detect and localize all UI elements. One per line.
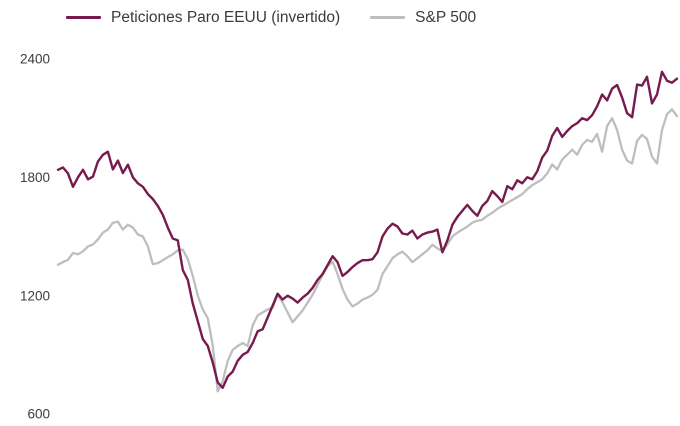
y-axis-tick-label: 1200 [20, 288, 50, 303]
y-axis-tick-label: 1800 [20, 170, 50, 185]
legend-line-swatch-peticiones [66, 16, 101, 20]
legend-line-swatch-sp500 [370, 16, 406, 20]
chart-legend: Peticiones Paro EEUU (invertido) S&P 500 [66, 10, 476, 26]
y-axis-tick-label: 2400 [20, 52, 50, 67]
series-line-sp500 [56, 108, 679, 393]
series-line-peticiones-paro [56, 70, 679, 389]
legend-item-peticiones: Peticiones Paro EEUU (invertido) [66, 10, 340, 26]
legend-label-sp500: S&P 500 [415, 9, 477, 26]
y-axis-tick-label: 600 [27, 407, 50, 422]
legend-label-peticiones: Peticiones Paro EEUU (invertido) [111, 9, 341, 26]
legend-item-sp500: S&P 500 [370, 10, 476, 26]
